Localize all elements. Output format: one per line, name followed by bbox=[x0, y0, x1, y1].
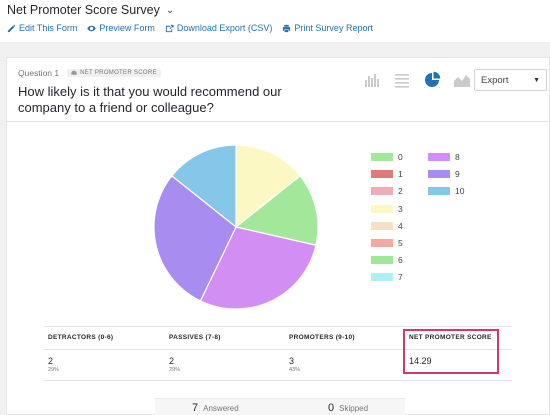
edit-form-link[interactable]: Edit This Form bbox=[7, 23, 77, 33]
legend-item-7[interactable]: 7 bbox=[371, 272, 403, 282]
legend-item-3[interactable]: 3 bbox=[371, 204, 403, 214]
legend-swatch bbox=[371, 187, 393, 196]
nps-value: 14.29 bbox=[409, 356, 432, 366]
preview-form-link[interactable]: Preview Form bbox=[87, 23, 155, 33]
passives-count: 2 bbox=[169, 356, 175, 366]
legend-item-0[interactable]: 0 bbox=[371, 152, 403, 162]
question-type-badge: NET PROMOTER SCORE bbox=[67, 69, 161, 77]
bar-chart-icon[interactable] bbox=[363, 71, 381, 89]
legend-swatch bbox=[428, 153, 450, 161]
export-label: Export bbox=[481, 74, 509, 86]
gauge-icon bbox=[71, 70, 77, 75]
table-header-divider bbox=[44, 349, 512, 350]
pie-chart bbox=[153, 144, 319, 310]
answered-stat: 7 Answered bbox=[192, 402, 239, 414]
legend-label: 6 bbox=[398, 255, 403, 266]
form-title: Net Promoter Score Survey bbox=[7, 3, 160, 17]
legend-label: 10 bbox=[455, 186, 465, 197]
pie-slice-10[interactable] bbox=[171, 144, 237, 229]
legend-swatch bbox=[371, 153, 393, 161]
legend-label: 7 bbox=[398, 272, 403, 283]
download-export-label: Download Export (CSV) bbox=[176, 23, 273, 33]
nps-summary-table: DETRACTORS (0-6) 2 29% PASSIVES (7-8) 2 … bbox=[44, 326, 512, 381]
pie-chart-icon[interactable] bbox=[423, 71, 441, 89]
question-text: How likely is it that you would recommen… bbox=[18, 84, 282, 115]
page-header: Net Promoter Score Survey ⌄ Edit This Fo… bbox=[0, 0, 550, 42]
pie-slice-0[interactable] bbox=[234, 175, 319, 246]
legend-swatch bbox=[428, 187, 450, 196]
pie-slice-8[interactable] bbox=[199, 226, 317, 310]
legend-item-4[interactable]: 4 bbox=[371, 221, 403, 231]
passives-percent: 29% bbox=[169, 367, 181, 373]
divider bbox=[7, 121, 550, 122]
legend-item-6[interactable]: 6 bbox=[371, 255, 403, 265]
legend-swatch bbox=[428, 170, 450, 179]
skipped-label: Skipped bbox=[339, 404, 369, 413]
legend-label: 0 bbox=[398, 152, 403, 162]
legend-item-9[interactable]: 9 bbox=[428, 169, 460, 179]
legend-item-8[interactable]: 8 bbox=[428, 152, 460, 162]
detractors-header: DETRACTORS (0-6) bbox=[48, 334, 114, 341]
legend-label: 4 bbox=[398, 220, 403, 231]
pie-slice-9[interactable] bbox=[153, 175, 237, 302]
caret-down-icon: ▼ bbox=[533, 76, 540, 84]
legend-label: 3 bbox=[398, 203, 403, 214]
area-chart-icon[interactable] bbox=[453, 71, 471, 89]
question-card: Question 1 NET PROMOTER SCORE How likely… bbox=[6, 57, 550, 415]
form-title-dropdown[interactable]: Net Promoter Score Survey ⌄ bbox=[7, 2, 174, 18]
legend-swatch bbox=[371, 221, 393, 230]
response-stats: 7 Answered 0 Skipped bbox=[155, 398, 405, 415]
header-actions: Edit This Form Preview Form Download Exp… bbox=[7, 21, 373, 35]
legend-item-1[interactable]: 1 bbox=[371, 169, 403, 179]
legend-item-10[interactable]: 10 bbox=[428, 186, 464, 196]
legend-swatch bbox=[371, 204, 393, 213]
passives-header: PASSIVES (7-8) bbox=[169, 334, 221, 341]
promoters-count: 3 bbox=[289, 356, 295, 366]
legend-label: 8 bbox=[455, 152, 460, 162]
chevron-down-icon: ⌄ bbox=[165, 5, 175, 16]
detractors-count: 2 bbox=[48, 356, 54, 366]
promoters-header: PROMOTERS (9-10) bbox=[289, 334, 355, 341]
export-dropdown[interactable]: Export ▼ bbox=[474, 69, 547, 91]
list-icon[interactable] bbox=[393, 71, 411, 89]
skipped-stat: 0 Skipped bbox=[328, 402, 368, 414]
answered-label: Answered bbox=[203, 404, 239, 413]
pie-slice-3[interactable] bbox=[235, 144, 301, 229]
skipped-count: 0 bbox=[328, 402, 335, 414]
question-meta: Question 1 NET PROMOTER SCORE bbox=[18, 67, 161, 79]
legend-swatch bbox=[371, 239, 393, 247]
preview-form-label: Preview Form bbox=[99, 23, 155, 33]
export-icon bbox=[165, 24, 174, 32]
question-number: Question 1 bbox=[18, 68, 60, 78]
nps-header: NET PROMOTER SCORE bbox=[409, 334, 492, 341]
download-export-link[interactable]: Download Export (CSV) bbox=[165, 23, 273, 33]
answered-count: 7 bbox=[192, 402, 199, 414]
legend-swatch bbox=[371, 170, 393, 179]
promoters-percent: 43% bbox=[289, 367, 301, 373]
legend-label: 5 bbox=[398, 238, 403, 248]
legend-label: 9 bbox=[455, 169, 460, 180]
print-icon bbox=[283, 24, 291, 32]
legend-item-2[interactable]: 2 bbox=[371, 186, 403, 196]
eye-icon bbox=[87, 25, 97, 31]
detractors-percent: 29% bbox=[48, 367, 60, 373]
question-type-label: NET PROMOTER SCORE bbox=[80, 70, 157, 76]
legend-label: 1 bbox=[398, 169, 403, 180]
pencil-icon bbox=[7, 24, 16, 32]
chart-type-switcher bbox=[363, 71, 471, 89]
print-report-label: Print Survey Report bbox=[294, 23, 373, 33]
edit-form-label: Edit This Form bbox=[19, 23, 78, 33]
legend-swatch bbox=[371, 256, 393, 265]
legend-swatch bbox=[371, 273, 393, 282]
legend-label: 2 bbox=[398, 186, 403, 197]
print-report-link[interactable]: Print Survey Report bbox=[282, 23, 373, 33]
legend-item-5[interactable]: 5 bbox=[371, 238, 403, 248]
